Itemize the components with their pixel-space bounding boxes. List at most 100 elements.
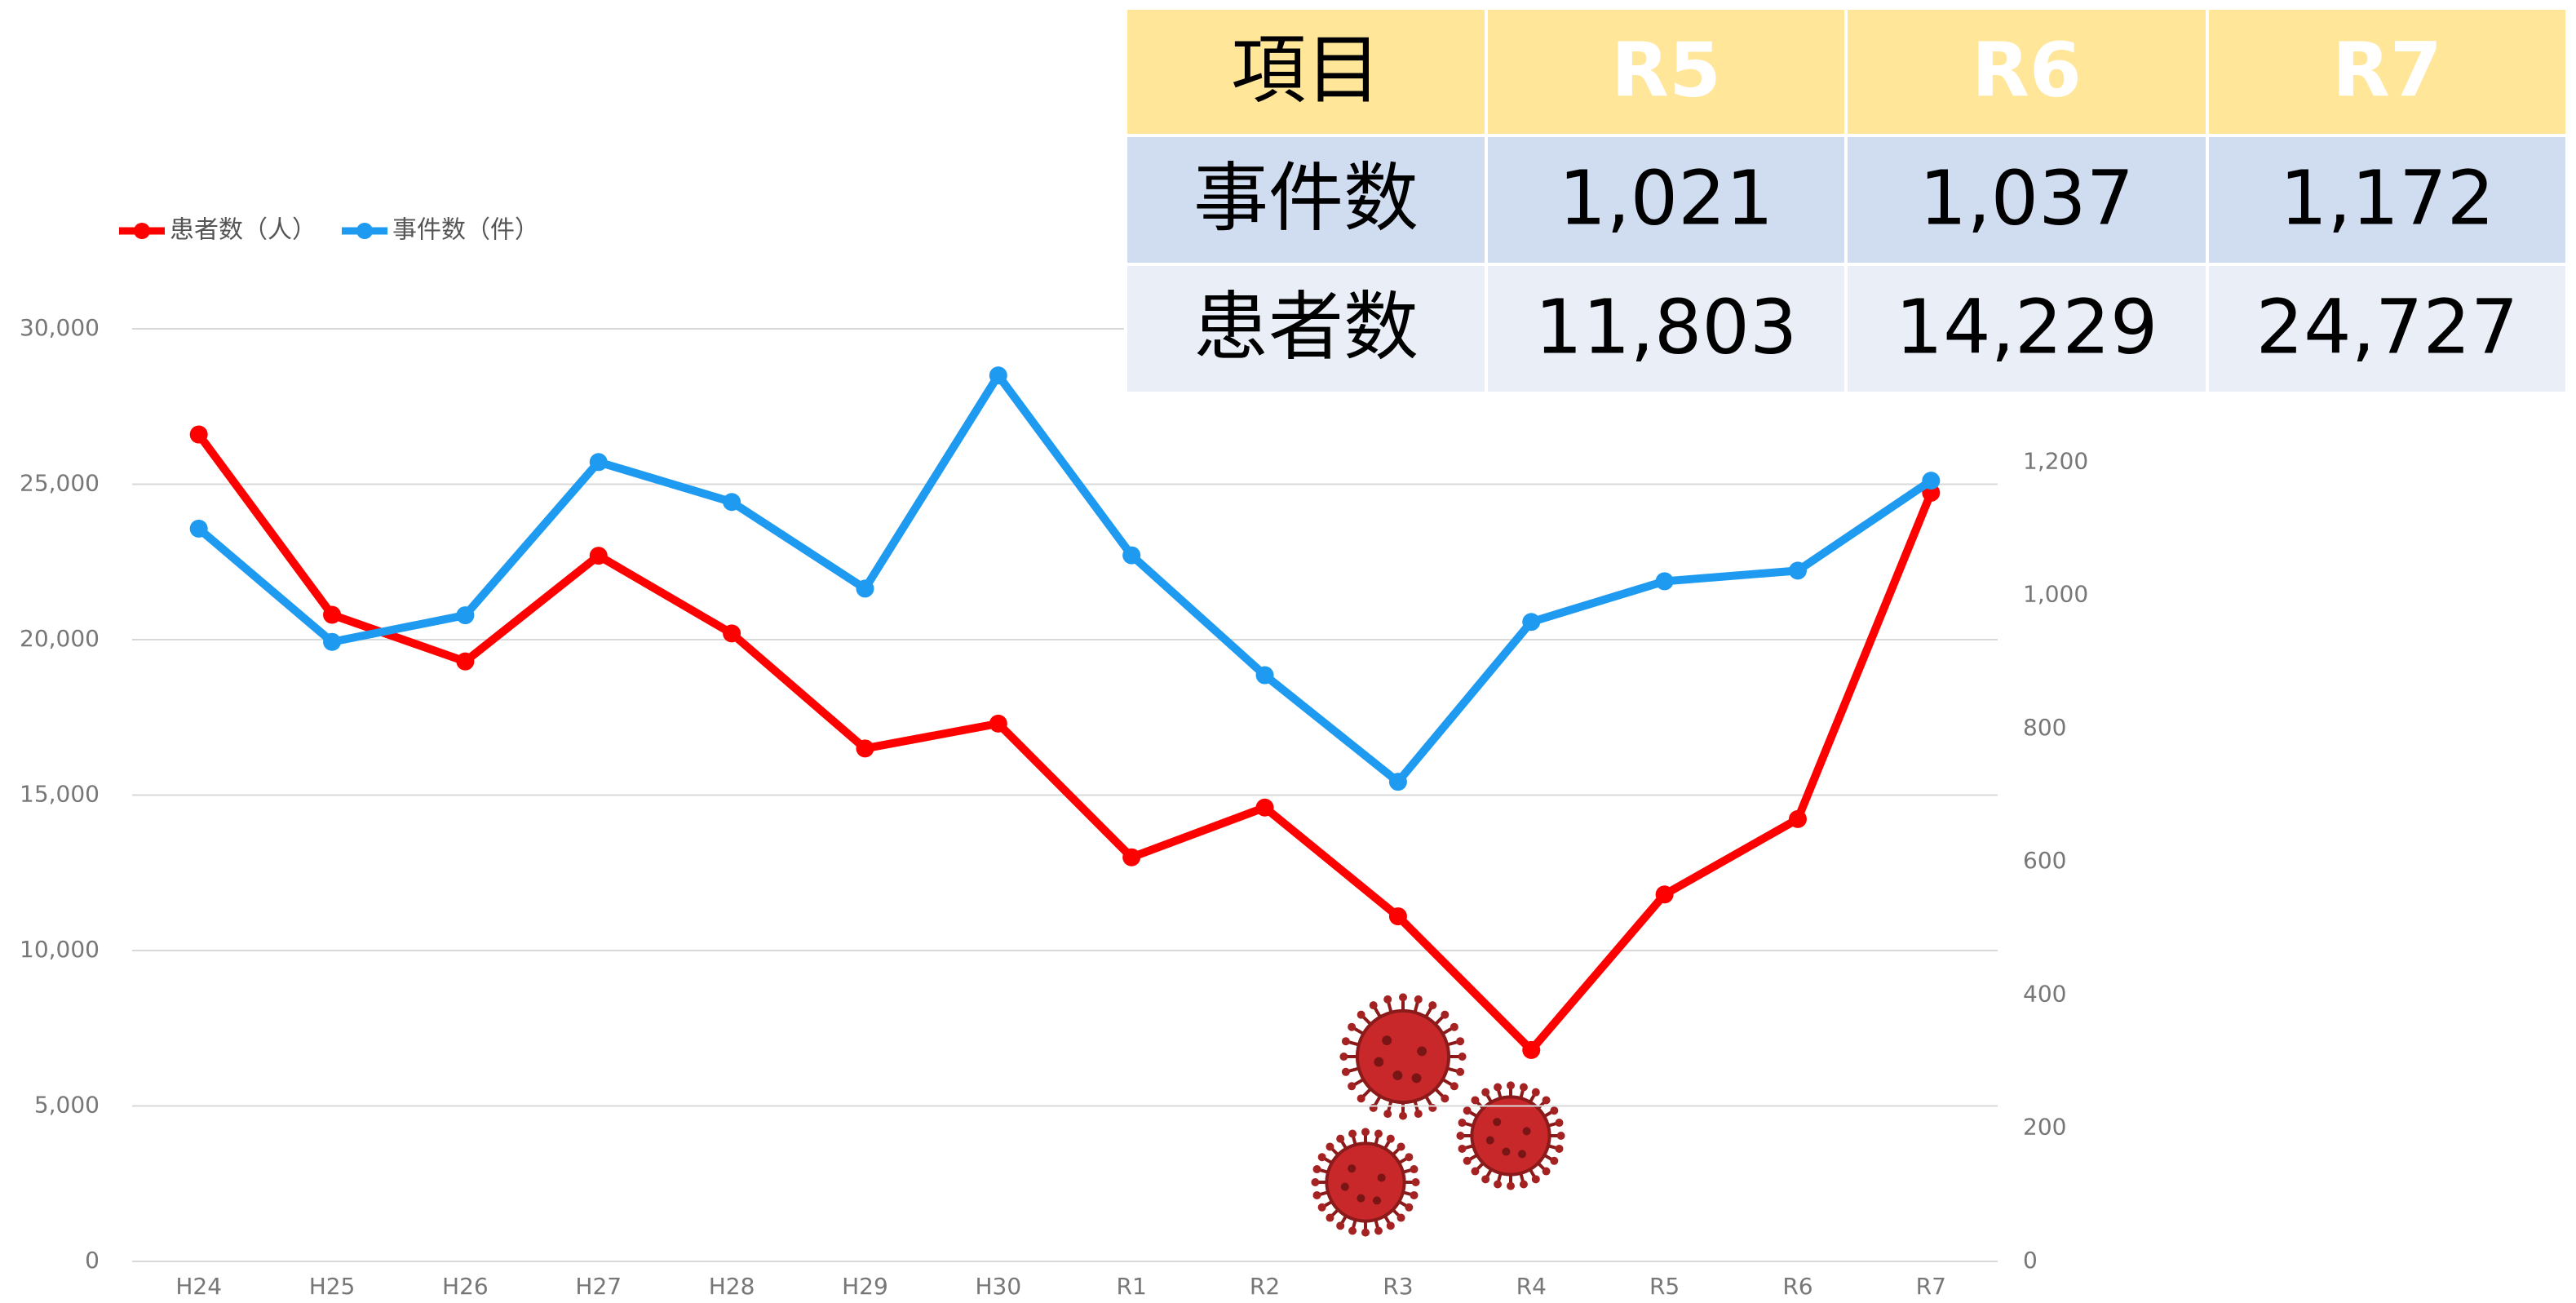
table-header: R7 xyxy=(2332,26,2442,113)
virus-dot xyxy=(1373,1196,1381,1204)
virus-spike-tip xyxy=(1456,1068,1464,1076)
y2-tick-label: 1,200 xyxy=(2023,447,2088,474)
virus-spike-tip xyxy=(1450,1082,1458,1090)
y2-tick-label: 200 xyxy=(2023,1114,2066,1141)
virus-dot xyxy=(1412,1073,1422,1083)
x-tick-label: H30 xyxy=(975,1273,1021,1300)
y-tick-label: 0 xyxy=(85,1247,100,1274)
data-point xyxy=(1389,773,1407,791)
virus-body xyxy=(1357,1011,1449,1102)
x-tick-label: H27 xyxy=(575,1273,622,1300)
data-point xyxy=(456,653,474,671)
virus-spike-tip xyxy=(1471,1168,1479,1176)
virus-spike-tip xyxy=(1339,1053,1348,1061)
y2-tick-label: 400 xyxy=(2023,980,2066,1007)
virus-spike-tip xyxy=(1428,1001,1436,1009)
virus-spike-tip xyxy=(1312,1165,1321,1173)
y-tick-label: 10,000 xyxy=(20,936,100,963)
legend-label: 事件数（件） xyxy=(392,216,539,245)
virus-spike-tip xyxy=(1312,1191,1321,1199)
virus-spike-tip xyxy=(1463,1157,1472,1165)
virus-dot xyxy=(1502,1148,1510,1156)
data-point xyxy=(456,606,474,624)
data-point xyxy=(1256,799,1274,817)
table-header: R6 xyxy=(1972,26,2082,113)
virus-spike-tip xyxy=(1374,1227,1383,1235)
y-tick-label: 30,000 xyxy=(20,314,100,341)
virus-spike-tip xyxy=(1370,1001,1378,1009)
legend-marker xyxy=(356,223,373,239)
data-point xyxy=(1789,561,1807,579)
virus-spike-tip xyxy=(1361,1128,1370,1136)
y-tick-label: 15,000 xyxy=(20,781,100,808)
x-tick-label: R1 xyxy=(1117,1273,1147,1300)
x-tick-label: R2 xyxy=(1250,1273,1280,1300)
virus-dot xyxy=(1392,1070,1402,1080)
y2-tick-label: 800 xyxy=(2023,714,2066,741)
y-tick-label: 5,000 xyxy=(34,1092,100,1119)
data-point xyxy=(1122,547,1140,565)
x-tick-label: R5 xyxy=(1649,1273,1680,1300)
virus-spike-tip xyxy=(1342,1037,1350,1045)
virus-spike-tip xyxy=(1348,1023,1356,1031)
virus-spike-tip xyxy=(1481,1088,1489,1097)
virus-spike-tip xyxy=(1532,1088,1540,1097)
table-cell-text: 11,803 xyxy=(1535,283,1798,370)
virus-spike-tip xyxy=(1348,1082,1356,1090)
virus-spike-tip xyxy=(1520,1083,1528,1091)
virus-spike-tip xyxy=(1458,1145,1466,1153)
virus-icons xyxy=(1311,993,1565,1236)
virus-spike-tip xyxy=(1405,1153,1413,1161)
virus-spike-tip xyxy=(1494,1181,1502,1189)
series-line xyxy=(199,435,1932,1050)
virus-spike-tip xyxy=(1456,1037,1464,1045)
data-point xyxy=(323,606,341,624)
data-point xyxy=(1656,885,1674,903)
virus-spike-tip xyxy=(1383,995,1392,1004)
virus-spike-tip xyxy=(1326,1214,1334,1222)
virus-spike-tip xyxy=(1387,1135,1395,1143)
virus-dot xyxy=(1417,1046,1427,1056)
virus-spike-tip xyxy=(1471,1096,1479,1104)
table-header: R5 xyxy=(1611,26,1721,113)
virus-spike-tip xyxy=(1357,1011,1365,1019)
virus-spike-tip xyxy=(1414,995,1423,1004)
virus-dot xyxy=(1374,1057,1383,1067)
virus-dot xyxy=(1357,1194,1365,1203)
virus-spike-tip xyxy=(1397,1214,1405,1222)
virus-spike-tip xyxy=(1348,1129,1357,1137)
virus-spike-tip xyxy=(1374,1129,1383,1137)
table-cell-text: 1,037 xyxy=(1919,154,2134,242)
virus-spike-tip xyxy=(1557,1132,1565,1140)
virus-spike-tip xyxy=(1458,1119,1466,1127)
virus-spike-tip xyxy=(1326,1142,1334,1150)
virus-spike-tip xyxy=(1441,1094,1449,1102)
x-tick-label: H24 xyxy=(175,1273,222,1300)
virus-spike-tip xyxy=(1543,1096,1551,1104)
x-tick-label: H28 xyxy=(709,1273,755,1300)
virus-spike-tip xyxy=(1410,1165,1419,1173)
data-point xyxy=(1122,849,1140,866)
chart: 05,00010,00015,00020,00025,00030,0000200… xyxy=(0,0,2576,1303)
virus-spike-tip xyxy=(1412,1178,1420,1186)
data-point xyxy=(190,520,208,538)
virus-spike-tip xyxy=(1456,1132,1464,1140)
table-cell-text: 患者数 xyxy=(1193,283,1419,370)
virus-spike-tip xyxy=(1361,1229,1370,1237)
x-tick-label: R7 xyxy=(1916,1273,1946,1300)
data-point xyxy=(856,739,874,757)
table-cell-text: 1,021 xyxy=(1559,154,1773,242)
data-point xyxy=(1922,472,1940,490)
virus-spike-tip xyxy=(1532,1175,1540,1183)
virus-spike-tip xyxy=(1342,1068,1350,1076)
data-point xyxy=(190,426,208,444)
virus-spike-tip xyxy=(1550,1106,1558,1115)
virus-dot xyxy=(1518,1150,1526,1158)
data-point xyxy=(989,715,1007,733)
virus-spike-tip xyxy=(1397,1142,1405,1150)
y2-tick-label: 600 xyxy=(2023,847,2066,874)
virus-spike-tip xyxy=(1450,1023,1458,1031)
virus-spike-tip xyxy=(1410,1191,1419,1199)
data-point xyxy=(1256,667,1274,685)
virus-spike-tip xyxy=(1348,1227,1357,1235)
